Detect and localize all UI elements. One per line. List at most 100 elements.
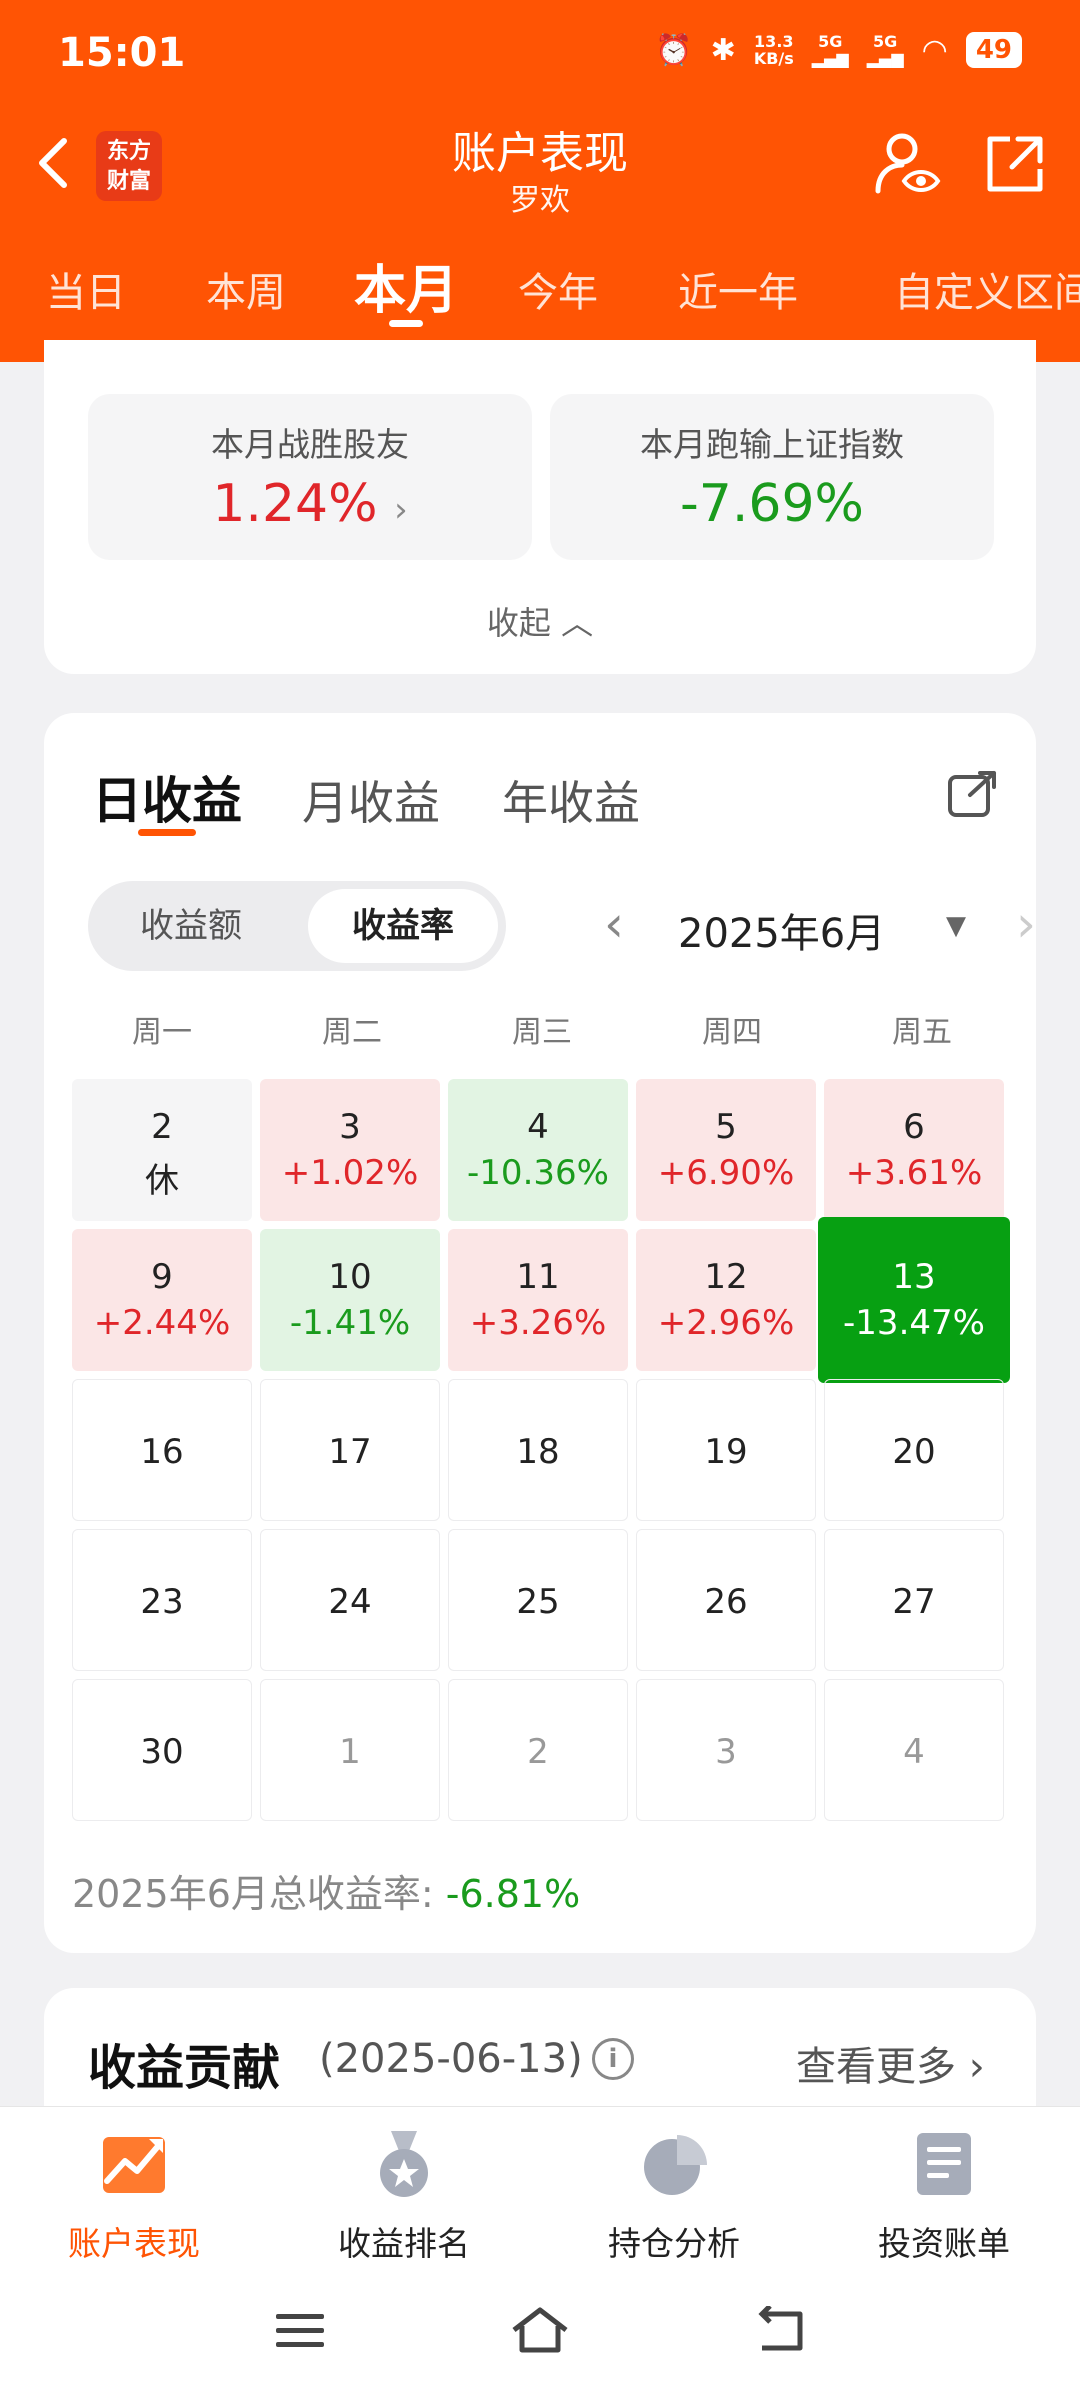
nav-label: 持仓分析: [608, 2224, 740, 2263]
calendar-day-cell[interactable]: 12 +2.96%: [636, 1229, 816, 1371]
page-subtitle: 罗欢: [510, 183, 570, 218]
toggle-amount[interactable]: 收益额: [140, 906, 242, 946]
day-number: 10: [328, 1257, 372, 1297]
tab-custom-range[interactable]: 自定义区间: [894, 270, 1080, 316]
calendar-day-cell[interactable]: 9 +2.44%: [72, 1229, 252, 1371]
weekday-header: 周一 周二 周三 周四 周五: [72, 1007, 1012, 1050]
day-return: +1.02%: [281, 1153, 419, 1193]
nav-label: 投资账单: [878, 2224, 1010, 2263]
day-number: 30: [140, 1732, 184, 1772]
day-return: -13.47%: [843, 1303, 985, 1343]
tab-monthly-profit[interactable]: 月收益: [302, 776, 440, 830]
day-number: 26: [704, 1582, 748, 1622]
back-nav-icon[interactable]: [750, 2306, 810, 2356]
menu-icon[interactable]: [270, 2306, 330, 2356]
calendar-day-cell[interactable]: 18: [448, 1379, 628, 1521]
nav-profit-ranking[interactable]: 收益排名: [284, 2127, 524, 2265]
month-label[interactable]: 2025年6月: [678, 911, 886, 957]
nav-holding-analysis[interactable]: 持仓分析: [554, 2127, 794, 2265]
calendar-day-cell[interactable]: 23: [72, 1529, 252, 1671]
next-month-button[interactable]: ›: [1016, 895, 1036, 953]
calendar-day-cell[interactable]: 11 +3.26%: [448, 1229, 628, 1371]
calendar-day-cell[interactable]: 4 -10.36%: [448, 1079, 628, 1221]
tab-year[interactable]: 今年: [518, 270, 598, 316]
day-number: 1: [339, 1732, 361, 1772]
calendar-day-cell[interactable]: 20: [824, 1379, 1004, 1521]
nav-investment-bill[interactable]: 投资账单: [824, 2127, 1064, 2265]
month-total: 2025年6月总收益率: -6.81%: [72, 1863, 580, 1918]
calendar-day-cell[interactable]: 1: [260, 1679, 440, 1821]
day-return: -1.41%: [289, 1303, 411, 1343]
calendar-day-cell[interactable]: 17: [260, 1379, 440, 1521]
prev-month-button[interactable]: ‹: [604, 895, 624, 953]
calendar-day-cell[interactable]: 13 -13.47%: [818, 1217, 1010, 1383]
tab-month[interactable]: 本月: [354, 261, 459, 321]
calendar-day-cell[interactable]: 4: [824, 1679, 1004, 1821]
wifi-icon: ◠: [921, 32, 948, 68]
active-tab-indicator: [389, 320, 423, 327]
month-total-label: 2025年6月总收益率:: [72, 1872, 434, 1916]
calendar-day-cell[interactable]: 3 +1.02%: [260, 1079, 440, 1221]
profit-tab-indicator: [138, 829, 196, 836]
info-icon[interactable]: i: [592, 2038, 634, 2080]
calendar-day-cell[interactable]: 24: [260, 1529, 440, 1671]
weekday-label: 周一: [132, 1015, 192, 1050]
day-number: 24: [328, 1582, 372, 1622]
home-icon[interactable]: [510, 2306, 570, 2356]
profit-calendar-card: 日收益 月收益 年收益 收益额 收益率 ‹ 2025年6月 ▼ › 周一 周二 …: [44, 713, 1036, 1953]
beat-friends-stat[interactable]: 本月战胜股友 1.24% ›: [88, 394, 532, 560]
beat-friends-label: 本月战胜股友: [211, 425, 409, 464]
medal-icon: [380, 2131, 428, 2197]
tab-last-year[interactable]: 近一年: [678, 270, 798, 316]
battery-indicator: 49: [965, 32, 1022, 68]
view-more-link[interactable]: 查看更多 ›: [796, 2034, 985, 2092]
tab-yearly-profit[interactable]: 年收益: [502, 776, 640, 830]
calendar-day-cell[interactable]: 27: [824, 1529, 1004, 1671]
caret-down-icon[interactable]: ▼: [946, 911, 966, 941]
calendar-day-cell[interactable]: 25: [448, 1529, 628, 1671]
share-out-icon: [987, 136, 1043, 192]
share-button[interactable]: [980, 129, 1050, 199]
nav-account-performance[interactable]: 账户表现: [14, 2127, 254, 2265]
status-bar: 15:01 ⏰ ✱ 13.3 KB/s 5G ▂▄▆ 5G ▂▄▆ ◠ 49: [0, 0, 1080, 115]
calendar-day-cell[interactable]: 16: [72, 1379, 252, 1521]
calendar-day-cell[interactable]: 26: [636, 1529, 816, 1671]
logo-line-1: 东方: [106, 139, 151, 164]
calendar-day-cell[interactable]: 19: [636, 1379, 816, 1521]
tab-daily-profit[interactable]: 日收益: [92, 772, 242, 830]
calendar-day-cell[interactable]: 5 +6.90%: [636, 1079, 816, 1221]
back-button[interactable]: [34, 133, 74, 205]
beat-friends-value: 1.24% ›: [88, 474, 532, 534]
calendar-day-cell[interactable]: 3: [636, 1679, 816, 1821]
day-number: 3: [715, 1732, 737, 1772]
calendar-day-cell[interactable]: 6 +3.61%: [824, 1079, 1004, 1221]
day-return: +6.90%: [657, 1153, 795, 1193]
day-number: 23: [140, 1582, 184, 1622]
bill-icon: [917, 2133, 971, 2195]
day-number: 25: [516, 1582, 560, 1622]
chevron-right-icon: ›: [968, 2044, 985, 2090]
tab-week[interactable]: 本周: [206, 270, 286, 316]
day-return: +3.61%: [845, 1153, 983, 1193]
calendar-day-cell[interactable]: 2: [448, 1679, 628, 1821]
vs-index-stat: 本月跑输上证指数 -7.69%: [550, 394, 994, 560]
signal-2: 5G ▂▄▆: [866, 32, 904, 68]
day-return: -10.36%: [467, 1153, 609, 1193]
nav-label: 账户表现: [68, 2224, 200, 2263]
export-button[interactable]: [944, 765, 1000, 821]
month-navigator: ‹ 2025年6月 ▼ ›: [604, 891, 1036, 961]
tab-today[interactable]: 当日: [46, 270, 126, 316]
calendar-day-cell[interactable]: 30: [72, 1679, 252, 1821]
toggle-rate[interactable]: 收益率: [308, 889, 498, 963]
status-icons: ⏰ ✱ 13.3 KB/s 5G ▂▄▆ 5G ▂▄▆ ◠ 49: [655, 32, 1022, 68]
nav-label: 收益排名: [338, 2224, 470, 2263]
collapse-button[interactable]: 收起 ︿: [44, 598, 1036, 644]
day-number: 4: [903, 1732, 925, 1772]
calendar-day-cell[interactable]: 10 -1.41%: [260, 1229, 440, 1371]
day-number: 4: [527, 1107, 549, 1147]
speed-value: 13.3: [754, 32, 794, 51]
collapse-label: 收起: [486, 604, 551, 642]
privacy-button[interactable]: [872, 129, 942, 199]
day-return: +2.44%: [93, 1303, 231, 1343]
